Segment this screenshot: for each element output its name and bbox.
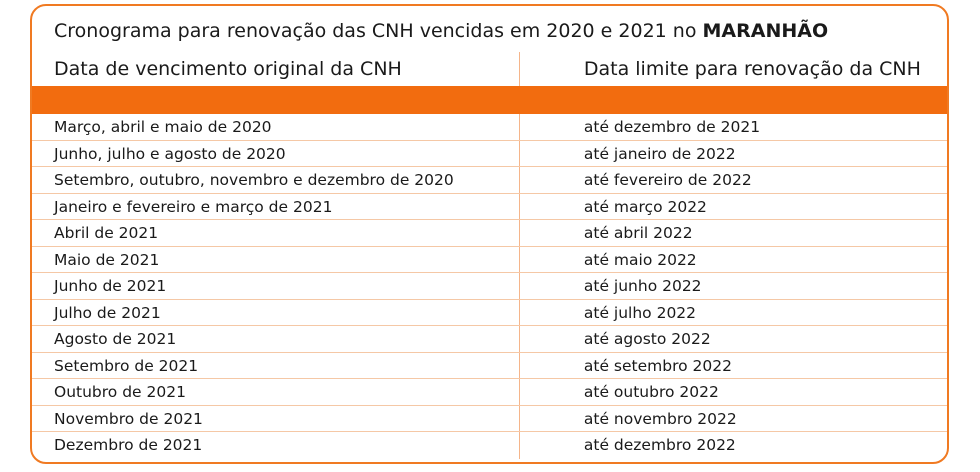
cell-original-expiry: Maio de 2021 xyxy=(32,246,520,272)
table-row: Dezembro de 2021 até dezembro 2022 xyxy=(32,432,947,459)
table-row: Novembro de 2021 até novembro 2022 xyxy=(32,405,947,432)
table-title: Cronograma para renovação das CNH vencid… xyxy=(54,20,828,42)
table-row: Junho, julho e agosto de 2020 até janeiro… xyxy=(32,140,947,167)
cell-original-expiry: Dezembro de 2021 xyxy=(32,432,520,459)
table-row: Setembro, outubro, novembro e dezembro d… xyxy=(32,167,947,194)
schedule-table-frame: Cronograma para renovação das CNH vencid… xyxy=(30,4,949,464)
cell-renewal-deadline: até janeiro de 2022 xyxy=(583,144,736,163)
cell-original-expiry: Março, abril e maio de 2020 xyxy=(32,114,520,140)
cell-original-expiry: Abril de 2021 xyxy=(32,220,520,246)
orange-separator-bar xyxy=(32,86,947,114)
cell-renewal-deadline: até setembro 2022 xyxy=(583,356,732,375)
cell-renewal-deadline: até março 2022 xyxy=(583,197,707,216)
cell-renewal-deadline: até junho 2022 xyxy=(583,277,702,295)
cell-original-expiry: Junho, julho e agosto de 2020 xyxy=(32,140,520,166)
cell-renewal-deadline: até agosto 2022 xyxy=(583,330,711,348)
cell-original-expiry: Setembro, outubro, novembro e dezembro d… xyxy=(32,167,520,193)
table-row: Agosto de 2021 até agosto 2022 xyxy=(32,326,947,353)
cell-renewal-deadline: até fevereiro de 2022 xyxy=(583,171,752,189)
cell-renewal-deadline: até dezembro 2022 xyxy=(583,436,736,454)
title-text: Cronograma para renovação das CNH vencid… xyxy=(54,20,703,42)
cell-original-expiry: Agosto de 2021 xyxy=(32,326,520,352)
cell-renewal-deadline: até dezembro de 2021 xyxy=(583,118,761,136)
cell-renewal-deadline: até novembro 2022 xyxy=(583,409,737,428)
table-row: Março, abril e maio de 2020 até dezembro … xyxy=(32,114,947,141)
cell-original-expiry: Novembro de 2021 xyxy=(32,405,520,431)
table-body: Março, abril e maio de 2020 até dezembro … xyxy=(32,114,947,459)
cell-original-expiry: Outubro de 2021 xyxy=(32,379,520,405)
table-row: Outubro de 2021 até outubro 2022 xyxy=(32,379,947,406)
table-row: Setembro de 2021 até setembro 2022 xyxy=(32,352,947,379)
table-row: Junho de 2021 até junho 2022 xyxy=(32,273,947,300)
cell-original-expiry: Julho de 2021 xyxy=(32,299,520,325)
cell-renewal-deadline: até abril 2022 xyxy=(583,224,693,242)
table-header-row: Data de vencimento original da CNH Data … xyxy=(32,52,947,86)
table-row: Janeiro e fevereiro e março de 2021 até m… xyxy=(32,193,947,220)
header-renewal-deadline: Data limite para renovação da CNH xyxy=(583,58,921,80)
cell-renewal-deadline: até julho 2022 xyxy=(583,303,697,322)
cell-original-expiry: Setembro de 2021 xyxy=(32,352,520,378)
table-row: Abril de 2021 até abril 2022 xyxy=(32,220,947,247)
table-row: Maio de 2021 até maio 2022 xyxy=(32,246,947,273)
table-row: Julho de 2021 até julho 2022 xyxy=(32,299,947,326)
cell-renewal-deadline: até maio 2022 xyxy=(583,250,697,269)
cell-original-expiry: Junho de 2021 xyxy=(32,273,520,299)
header-original-expiry: Data de vencimento original da CNH xyxy=(32,52,520,86)
title-state-name: MARANHÃO xyxy=(702,20,829,42)
cell-original-expiry: Janeiro e fevereiro e março de 2021 xyxy=(32,193,520,219)
cell-renewal-deadline: até outubro 2022 xyxy=(583,383,719,401)
